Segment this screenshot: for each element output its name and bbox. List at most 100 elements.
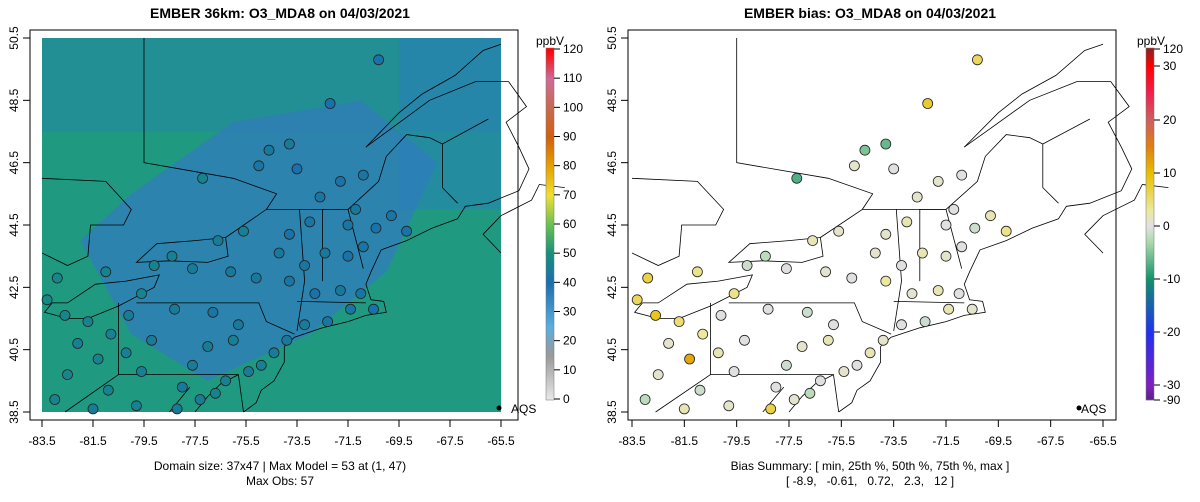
colorbar-tick-label: 50 [563, 246, 577, 260]
x-tick-label: -67.5 [436, 434, 464, 448]
station-marker [319, 247, 331, 259]
y-tick-label: 50.5 [605, 26, 619, 50]
station-marker [807, 235, 818, 247]
station-marker [846, 272, 858, 284]
colorbar-segment [1146, 158, 1154, 161]
colorbar-segment [1146, 168, 1154, 171]
station-marker [678, 403, 690, 415]
y-tick-label: 50.5 [7, 26, 21, 50]
station-marker [969, 222, 981, 234]
colorbar-segment [1146, 136, 1154, 139]
colorbar-segment [546, 80, 554, 83]
left-panel: -83.5 -81.5 -79.5 -77.5 -75.5 -73.5 -71.5 -69.5… [7, 26, 583, 448]
station-marker [851, 359, 863, 371]
colorbar-segment [546, 124, 554, 127]
colorbar-segment [546, 316, 554, 319]
colorbar-segment [546, 54, 554, 57]
colorbar-segment [546, 332, 554, 335]
colorbar-segment [546, 226, 554, 229]
station-marker [59, 309, 71, 321]
colorbar-segment [1146, 324, 1154, 327]
colorbar-segment [546, 302, 554, 305]
colorbar-segment [1146, 360, 1154, 363]
station-marker [169, 303, 181, 315]
colorbar-segment [1146, 208, 1154, 211]
station-marker [314, 191, 326, 203]
state-border [136, 302, 295, 335]
station-marker [283, 228, 295, 240]
x-tick-label: -75.5 [828, 434, 856, 448]
colorbar-segment [1146, 398, 1154, 401]
station-marker [631, 294, 643, 306]
colorbar-segment [1146, 314, 1154, 317]
station-marker [694, 384, 706, 396]
colorbar-segment [1146, 212, 1154, 215]
colorbar-segment [1146, 328, 1154, 331]
colorbar-segment [1146, 110, 1154, 113]
colorbar-segment [1146, 288, 1154, 291]
colorbar-segment [1146, 354, 1154, 357]
colorbar-segment [1146, 100, 1154, 103]
colorbar-segment [1146, 50, 1154, 53]
colorbar-segment [1146, 206, 1154, 209]
colorbar-tick-label: 10 [563, 363, 577, 377]
colorbar-segment [546, 62, 554, 65]
colorbar-segment [1146, 284, 1154, 287]
y-tick-label: 42.5 [7, 275, 21, 299]
station-marker [869, 247, 881, 259]
colorbar-segment [546, 184, 554, 187]
colorbar-segment [546, 284, 554, 287]
colorbar-segment [1146, 124, 1154, 127]
colorbar-segment [1146, 238, 1154, 241]
station-marker [815, 375, 826, 387]
colorbar-segment [546, 224, 554, 227]
colorbar-segment [1146, 72, 1154, 75]
colorbar-segment [1146, 322, 1154, 325]
station-marker [350, 203, 362, 215]
colorbar-segment [1146, 342, 1154, 345]
colorbar-segment [546, 164, 554, 167]
nova-scotia-coast [1084, 184, 1169, 254]
colorbar-segment [546, 130, 554, 133]
x-tick-label: -77.5 [775, 434, 803, 448]
colorbar-segment [1146, 344, 1154, 347]
colorbar-segment [546, 188, 554, 191]
colorbar-segment [1146, 290, 1154, 293]
colorbar-segment [1146, 312, 1154, 315]
aqs-legend-marker [496, 405, 502, 411]
station-marker [304, 216, 316, 228]
x-tick-label: -81.5 [79, 434, 107, 448]
colorbar-segment [1146, 86, 1154, 89]
station-marker [291, 163, 303, 175]
station-marker [639, 394, 651, 405]
colorbar-segment [1146, 248, 1154, 251]
colorbar-segment [1146, 114, 1154, 117]
colorbar-tick-label: 30 [1163, 59, 1177, 73]
colorbar-segment [1146, 374, 1154, 377]
colorbar-segment [1146, 156, 1154, 159]
station-marker [105, 328, 117, 340]
colorbar-segment [546, 396, 554, 399]
colorbar-segment [546, 288, 554, 291]
x-tick-label: -65.5 [487, 434, 515, 448]
colorbar-segment [1146, 378, 1154, 381]
station-marker [309, 288, 321, 300]
colorbar-segment [546, 336, 554, 339]
colorbar-segment [546, 376, 554, 379]
station-marker [765, 403, 777, 415]
colorbar-segment [1146, 194, 1154, 197]
left-footer-line2: Max Obs: 57 [246, 474, 314, 488]
colorbar-segment [1146, 224, 1154, 227]
colorbar-segment [546, 190, 554, 193]
colorbar-segment [546, 338, 554, 341]
colorbar-segment [546, 298, 554, 301]
colorbar-segment [546, 116, 554, 119]
y-tick-label: 48.5 [605, 88, 619, 112]
station-marker [342, 219, 354, 231]
x-tick-label: -83.5 [618, 434, 646, 448]
colorbar-segment [546, 52, 554, 55]
station-marker [697, 328, 709, 340]
colorbar-segment [1146, 262, 1154, 265]
aqs-legend-marker [1076, 405, 1082, 411]
